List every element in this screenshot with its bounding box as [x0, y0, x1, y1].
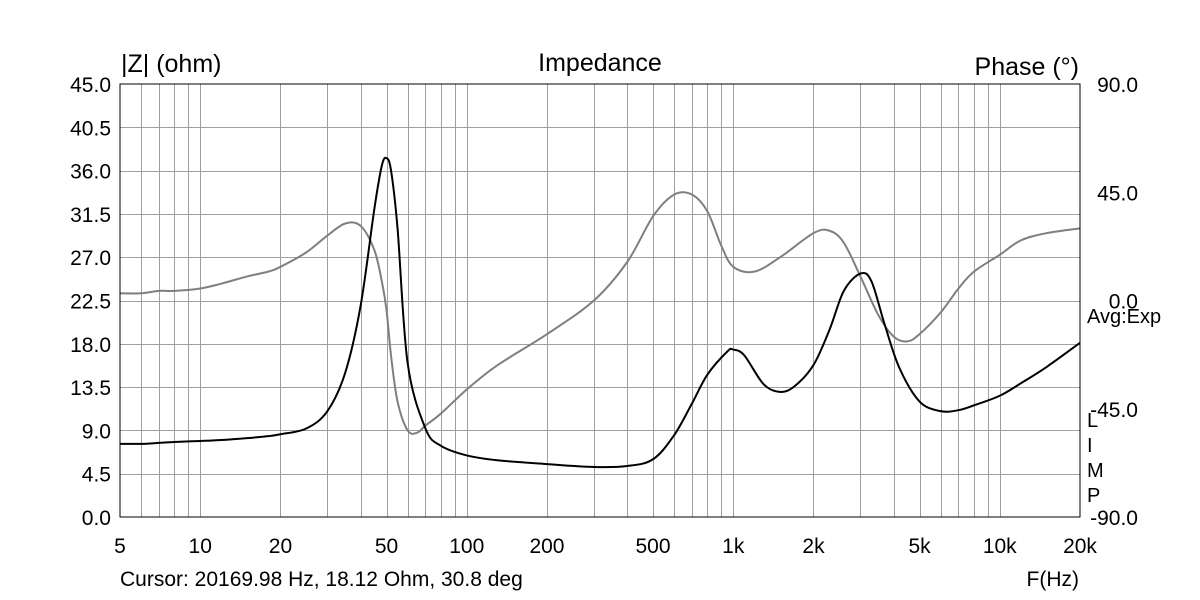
y-right-tick-labels: 90.0 45.0 0.0 -45.0 -90.0	[1090, 74, 1138, 530]
x-tick-label-1: 10	[189, 535, 212, 558]
y-right-tick-label-1: 45.0	[1097, 182, 1138, 205]
series-layer	[119, 156, 1081, 469]
avg-exp-label: Avg:Exp	[1087, 306, 1161, 328]
x-tick-label-2: 20	[269, 535, 292, 558]
y-left-tick-label-1: 40.5	[70, 117, 111, 140]
x-tick-label-6: 500	[636, 535, 671, 558]
y-left-tick-label-5: 22.5	[70, 291, 111, 314]
y-left-tick-label-2: 36.0	[70, 161, 111, 184]
x-axis-label: F(Hz)	[1027, 568, 1079, 591]
x-tick-label-3: 50	[375, 535, 398, 558]
x-grid	[141, 84, 1001, 517]
legend-letter-p: P	[1087, 485, 1100, 507]
impedance-magnitude-curve	[119, 156, 1081, 469]
legend-letter-m: M	[1087, 460, 1104, 482]
chart-title: Impedance	[538, 49, 662, 77]
x-tick-label-4: 100	[449, 535, 484, 558]
y-left-tick-label-3: 31.5	[70, 204, 111, 227]
x-tick-label-8: 2k	[802, 535, 825, 558]
y-left-tick-label-4: 27.0	[70, 247, 111, 270]
y-left-tick-label-6: 18.0	[70, 334, 111, 357]
x-tick-label-10: 10k	[983, 535, 1017, 558]
x-tick-label-11: 20k	[1063, 535, 1097, 558]
x-tick-labels: 5 10 20 50 100 200 500 1k 2k 5k 10k 20k	[114, 535, 1097, 558]
y-right-axis-label: Phase (°)	[975, 53, 1079, 81]
y-left-tick-label-0: 45.0	[70, 74, 111, 97]
y-left-tick-label-7: 13.5	[70, 377, 111, 400]
y-right-tick-label-0: 90.0	[1097, 74, 1138, 97]
y-left-axis-label: |Z| (ohm)	[121, 50, 222, 78]
legend-letter-i: I	[1087, 435, 1093, 457]
legend-letter-l: L	[1087, 410, 1098, 432]
y-grid	[120, 127, 1080, 475]
y-left-tick-labels: 45.0 40.5 36.0 31.5 27.0 22.5 18.0 13.5 9.0 4.5 0.…	[70, 74, 111, 530]
y-right-tick-label-3: -45.0	[1090, 399, 1138, 422]
y-left-tick-label-8: 9.0	[82, 420, 111, 443]
cursor-readout: Cursor: 20169.98 Hz, 18.12 Ohm, 30.8 deg	[120, 568, 523, 591]
x-tick-label-7: 1k	[722, 535, 745, 558]
x-tick-label-0: 5	[114, 535, 126, 558]
plot-frame	[119, 83, 1081, 518]
y-right-tick-label-4: -90.0	[1090, 507, 1138, 530]
phase-curve	[119, 191, 1081, 435]
y-right-tick-label-2: 0.0	[1109, 291, 1138, 314]
y-left-tick-label-10: 0.0	[82, 507, 111, 530]
x-tick-label-9: 5k	[908, 535, 931, 558]
x-tick-label-5: 200	[529, 535, 564, 558]
y-left-tick-label-9: 4.5	[82, 464, 111, 487]
